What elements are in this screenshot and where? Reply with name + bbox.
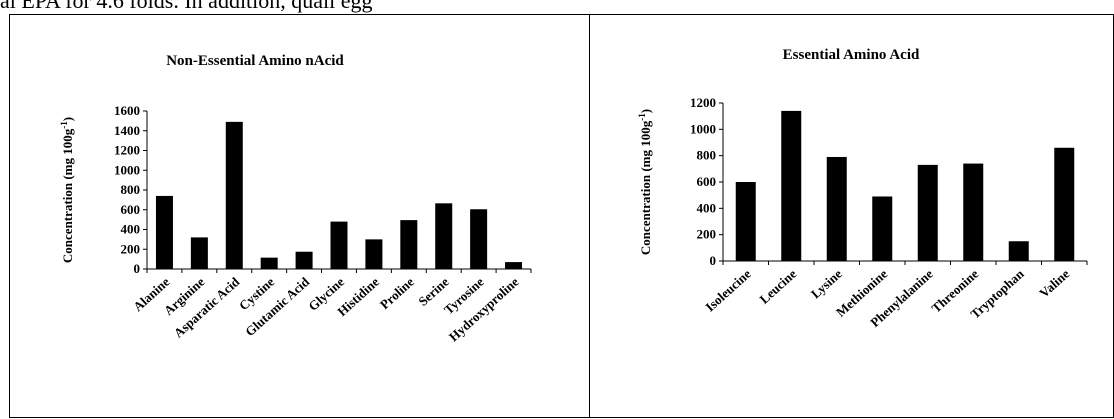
bar-hydroxyproline <box>505 262 523 269</box>
x-tick-label: Proline <box>377 274 417 312</box>
y-tick-label: 1400 <box>114 123 140 138</box>
y-tick-label: 0 <box>710 253 717 268</box>
y-tick-label: 1200 <box>690 95 716 110</box>
y-tick-label: 1200 <box>114 143 140 158</box>
bar-glycine <box>330 221 348 269</box>
y-tick-label: 600 <box>121 202 141 217</box>
page-header-text: al EPA for 4.6 folds. In addition, quail… <box>0 0 373 13</box>
x-tick-label: Isoleucine <box>702 266 754 315</box>
y-tick-label: 200 <box>121 241 141 256</box>
y-tick-label: 600 <box>697 174 717 189</box>
y-axis-label: Concentration (mg 100g-1) <box>59 117 75 263</box>
bar-serine <box>435 203 453 269</box>
y-tick-label: 200 <box>697 227 717 242</box>
bar-tryptophan <box>1008 241 1029 261</box>
bar-asparatic-acid <box>225 121 243 269</box>
y-tick-label: 1000 <box>114 162 140 177</box>
x-tick-label: Valine <box>1036 266 1072 301</box>
bar-histidine <box>365 239 383 269</box>
bar-lysine <box>826 156 847 261</box>
bar-threonine <box>963 163 984 261</box>
chart-panel-essential: Essential Amino Acid Concentration (mg 10… <box>589 14 1114 418</box>
y-tick-label: 800 <box>697 148 717 163</box>
chart-title: Non-Essential Amino nAcid <box>166 53 344 69</box>
y-tick-label: 400 <box>697 200 717 215</box>
essential-amino-acid-chart: Essential Amino Acid Concentration (mg 10… <box>637 47 1088 330</box>
bar-arginine <box>190 237 208 269</box>
y-tick-label: 0 <box>134 261 141 276</box>
bar-leucine <box>781 110 802 262</box>
x-tick-label: Lysine <box>808 266 845 301</box>
chart-panel-non-essential: Non-Essential Amino nAcid Concentration (… <box>9 14 590 418</box>
chart-title: Essential Amino Acid <box>783 47 920 63</box>
bar-isoleucine <box>735 182 756 261</box>
y-axis-label: Concentration (mg 100g-1) <box>637 109 653 255</box>
bar-tyrosine <box>470 209 488 269</box>
x-tick-label: Leucine <box>756 266 799 307</box>
y-tick-label: 400 <box>121 222 141 237</box>
bar-valine <box>1054 147 1075 261</box>
bar-methionine <box>872 196 893 261</box>
bar-glutamic-acid <box>295 251 313 269</box>
bar-alanine <box>155 195 173 269</box>
y-tick-label: 1600 <box>114 103 140 118</box>
bar-phenylalanine <box>917 164 938 261</box>
y-tick-label: 1000 <box>690 121 716 136</box>
bar-cystine <box>260 257 278 269</box>
y-tick-label: 800 <box>121 182 141 197</box>
non-essential-amino-acid-chart: Non-Essential Amino nAcid Concentration (… <box>59 53 532 344</box>
bar-proline <box>400 220 418 269</box>
